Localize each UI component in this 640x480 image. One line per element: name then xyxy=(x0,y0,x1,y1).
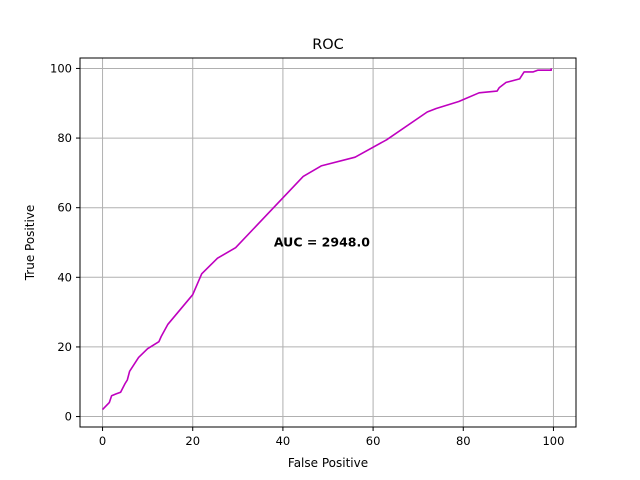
y-tick-label: 100 xyxy=(50,61,72,75)
roc-curve xyxy=(101,68,553,411)
x-tick-label: 100 xyxy=(542,434,564,448)
x-tick-label: 20 xyxy=(185,434,200,448)
x-tick-label: 80 xyxy=(456,434,471,448)
series-layer xyxy=(101,68,553,411)
x-axis-label: False Positive xyxy=(288,456,368,470)
y-tick-label: 0 xyxy=(65,410,72,424)
plot-frame xyxy=(79,57,577,428)
auc-annotation: AUC = 2948.0 xyxy=(274,235,370,250)
chart-title: ROC xyxy=(312,37,344,53)
x-tick-label: 0 xyxy=(99,434,106,448)
x-tick-label: 60 xyxy=(366,434,381,448)
y-tick-label: 20 xyxy=(57,340,72,354)
y-tick-label: 80 xyxy=(57,131,72,145)
y-tick-label: 60 xyxy=(57,201,72,215)
x-tick-label: 40 xyxy=(276,434,291,448)
y-axis-label: True Positive xyxy=(23,205,37,282)
y-tick-label: 40 xyxy=(57,270,72,284)
grid-lines xyxy=(80,58,576,427)
axis-ticks: 0 20 40 60 80 100 0 20 40 60 80 100 xyxy=(50,61,564,448)
